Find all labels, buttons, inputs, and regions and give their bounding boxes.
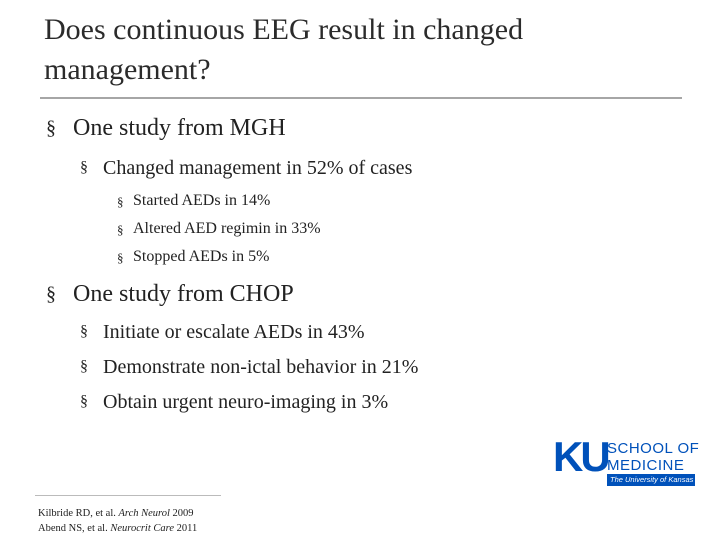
slide-title: Does continuous EEG result in changed ma… [44,13,524,86]
logo-text: MEDICINE [607,457,685,474]
bullet-level-2: § Obtain urgent neuro-imaging in 3% [80,391,389,414]
ref-authors: Abend NS, et al. [38,523,108,534]
bullet-symbol: § [80,393,88,410]
title-rule [40,97,682,99]
bullet-symbol: § [80,323,88,340]
bullet-level-3: § Started AEDs in 14% [117,192,271,210]
bullet-text: One study from CHOP [73,281,294,307]
ref-journal: Neurocrit Care [110,523,175,534]
bullet-symbol: § [46,283,56,305]
bullet-level-3: § Altered AED regimin in 33% [117,220,321,238]
bullet-text: Demonstrate non-ictal behavior in 21% [103,356,419,378]
bullet-text: Initiate or escalate AEDs in 43% [103,321,365,343]
bullet-symbol: § [117,222,124,237]
bullet-symbol: § [117,194,124,209]
bullet-symbol: § [80,358,88,375]
ref-authors: Kilbride RD, et al. [38,508,116,519]
bullet-text: One study from MGH [73,115,286,141]
bullet-text: Obtain urgent neuro-imaging in 3% [103,391,389,413]
bullet-level-1: § One study from CHOP [46,281,294,308]
ref-year: 2009 [172,508,194,519]
bullet-text: Stopped AEDs in 5% [133,248,270,265]
bullet-text: Altered AED regimin in 33% [133,220,321,237]
ref-journal: Arch Neurol [118,508,170,519]
bullet-level-2: § Demonstrate non-ictal behavior in 21% [80,356,419,379]
bullet-symbol: § [117,250,124,265]
logo-subtitle: The University of Kansas [610,475,694,484]
logo-text: SCHOOL OF [607,440,700,457]
bullet-level-2: § Changed management in 52% of cases [80,157,413,180]
bullet-symbol: § [80,159,88,176]
reference: Abend NS, et al. Neurocrit Care 2011 [38,523,197,534]
logo-bar [607,474,695,486]
bullet-text: Changed management in 52% of cases [103,157,413,179]
reference-rule [35,495,221,496]
ref-year: 2011 [176,523,198,534]
reference: Kilbride RD, et al. Arch Neurol 2009 [38,508,194,519]
bullet-level-2: § Initiate or escalate AEDs in 43% [80,321,365,344]
bullet-text: Started AEDs in 14% [133,192,271,209]
bullet-level-3: § Stopped AEDs in 5% [117,248,270,266]
bullet-level-1: § One study from MGH [46,115,286,142]
bullet-symbol: § [46,117,56,139]
logo-mark: KU [553,433,611,480]
